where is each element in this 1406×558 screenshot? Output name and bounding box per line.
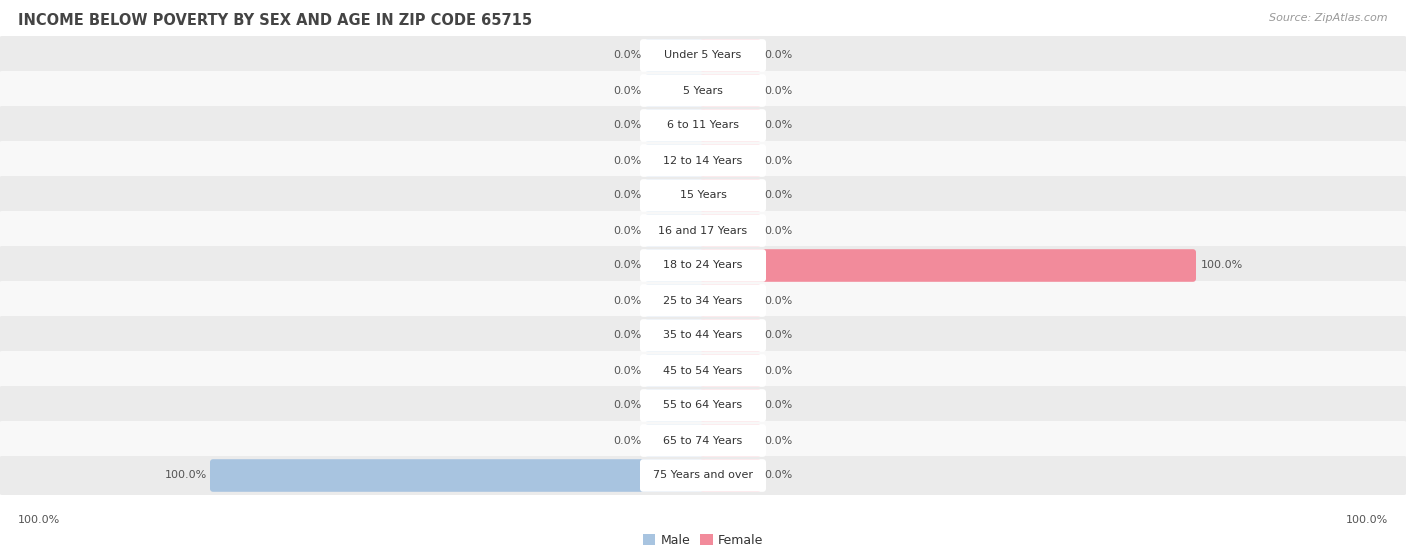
Text: 0.0%: 0.0% — [614, 435, 643, 445]
FancyBboxPatch shape — [700, 354, 761, 387]
FancyBboxPatch shape — [640, 74, 766, 107]
Text: Source: ZipAtlas.com: Source: ZipAtlas.com — [1270, 13, 1388, 23]
Text: 0.0%: 0.0% — [763, 470, 792, 480]
FancyBboxPatch shape — [640, 214, 766, 247]
FancyBboxPatch shape — [700, 39, 761, 72]
Text: 6 to 11 Years: 6 to 11 Years — [666, 121, 740, 131]
Text: 0.0%: 0.0% — [763, 330, 792, 340]
FancyBboxPatch shape — [0, 246, 1406, 285]
Legend: Male, Female: Male, Female — [638, 529, 768, 552]
FancyBboxPatch shape — [645, 179, 706, 212]
FancyBboxPatch shape — [700, 319, 761, 352]
Text: 0.0%: 0.0% — [614, 156, 643, 166]
Text: 0.0%: 0.0% — [614, 365, 643, 376]
FancyBboxPatch shape — [209, 459, 706, 492]
Text: 0.0%: 0.0% — [614, 296, 643, 305]
Text: 100.0%: 100.0% — [1346, 515, 1388, 525]
FancyBboxPatch shape — [645, 74, 706, 107]
Text: 55 to 64 Years: 55 to 64 Years — [664, 401, 742, 411]
FancyBboxPatch shape — [645, 319, 706, 352]
FancyBboxPatch shape — [700, 179, 761, 212]
FancyBboxPatch shape — [645, 144, 706, 177]
Text: 25 to 34 Years: 25 to 34 Years — [664, 296, 742, 305]
FancyBboxPatch shape — [700, 249, 1197, 282]
FancyBboxPatch shape — [645, 389, 706, 422]
FancyBboxPatch shape — [700, 389, 761, 422]
FancyBboxPatch shape — [0, 141, 1406, 180]
Text: 0.0%: 0.0% — [614, 85, 643, 95]
Text: 75 Years and over: 75 Years and over — [652, 470, 754, 480]
FancyBboxPatch shape — [640, 319, 766, 352]
Text: 65 to 74 Years: 65 to 74 Years — [664, 435, 742, 445]
FancyBboxPatch shape — [0, 456, 1406, 495]
Text: 100.0%: 100.0% — [18, 515, 60, 525]
Text: INCOME BELOW POVERTY BY SEX AND AGE IN ZIP CODE 65715: INCOME BELOW POVERTY BY SEX AND AGE IN Z… — [18, 13, 531, 28]
Text: 0.0%: 0.0% — [763, 121, 792, 131]
FancyBboxPatch shape — [0, 71, 1406, 110]
Text: 0.0%: 0.0% — [614, 261, 643, 271]
Text: 0.0%: 0.0% — [614, 121, 643, 131]
FancyBboxPatch shape — [640, 459, 766, 492]
FancyBboxPatch shape — [0, 106, 1406, 145]
FancyBboxPatch shape — [640, 39, 766, 72]
Text: 45 to 54 Years: 45 to 54 Years — [664, 365, 742, 376]
FancyBboxPatch shape — [0, 421, 1406, 460]
FancyBboxPatch shape — [640, 284, 766, 317]
FancyBboxPatch shape — [640, 249, 766, 282]
Text: 0.0%: 0.0% — [763, 435, 792, 445]
FancyBboxPatch shape — [0, 351, 1406, 390]
FancyBboxPatch shape — [640, 144, 766, 177]
FancyBboxPatch shape — [640, 389, 766, 422]
FancyBboxPatch shape — [0, 36, 1406, 75]
FancyBboxPatch shape — [645, 354, 706, 387]
FancyBboxPatch shape — [0, 316, 1406, 355]
FancyBboxPatch shape — [700, 424, 761, 457]
Text: 0.0%: 0.0% — [614, 330, 643, 340]
Text: 0.0%: 0.0% — [763, 51, 792, 60]
Text: 0.0%: 0.0% — [763, 401, 792, 411]
FancyBboxPatch shape — [0, 176, 1406, 215]
FancyBboxPatch shape — [0, 386, 1406, 425]
FancyBboxPatch shape — [645, 284, 706, 317]
FancyBboxPatch shape — [645, 214, 706, 247]
FancyBboxPatch shape — [700, 214, 761, 247]
Text: 15 Years: 15 Years — [679, 190, 727, 200]
Text: 5 Years: 5 Years — [683, 85, 723, 95]
FancyBboxPatch shape — [0, 281, 1406, 320]
Text: 0.0%: 0.0% — [763, 85, 792, 95]
FancyBboxPatch shape — [700, 284, 761, 317]
Text: 0.0%: 0.0% — [614, 51, 643, 60]
FancyBboxPatch shape — [645, 249, 706, 282]
Text: 0.0%: 0.0% — [763, 225, 792, 235]
Text: 100.0%: 100.0% — [1201, 261, 1243, 271]
Text: 0.0%: 0.0% — [763, 365, 792, 376]
Text: 35 to 44 Years: 35 to 44 Years — [664, 330, 742, 340]
Text: 0.0%: 0.0% — [763, 156, 792, 166]
FancyBboxPatch shape — [700, 459, 761, 492]
FancyBboxPatch shape — [640, 179, 766, 212]
FancyBboxPatch shape — [640, 354, 766, 387]
Text: 100.0%: 100.0% — [165, 470, 207, 480]
Text: 0.0%: 0.0% — [763, 190, 792, 200]
FancyBboxPatch shape — [0, 211, 1406, 250]
FancyBboxPatch shape — [700, 109, 761, 142]
FancyBboxPatch shape — [640, 424, 766, 457]
Text: 0.0%: 0.0% — [614, 190, 643, 200]
FancyBboxPatch shape — [645, 424, 706, 457]
FancyBboxPatch shape — [700, 74, 761, 107]
Text: 0.0%: 0.0% — [763, 296, 792, 305]
FancyBboxPatch shape — [645, 109, 706, 142]
Text: 16 and 17 Years: 16 and 17 Years — [658, 225, 748, 235]
Text: 0.0%: 0.0% — [614, 225, 643, 235]
Text: 18 to 24 Years: 18 to 24 Years — [664, 261, 742, 271]
FancyBboxPatch shape — [640, 109, 766, 142]
FancyBboxPatch shape — [700, 144, 761, 177]
Text: 12 to 14 Years: 12 to 14 Years — [664, 156, 742, 166]
Text: 0.0%: 0.0% — [614, 401, 643, 411]
FancyBboxPatch shape — [645, 39, 706, 72]
Text: Under 5 Years: Under 5 Years — [665, 51, 741, 60]
